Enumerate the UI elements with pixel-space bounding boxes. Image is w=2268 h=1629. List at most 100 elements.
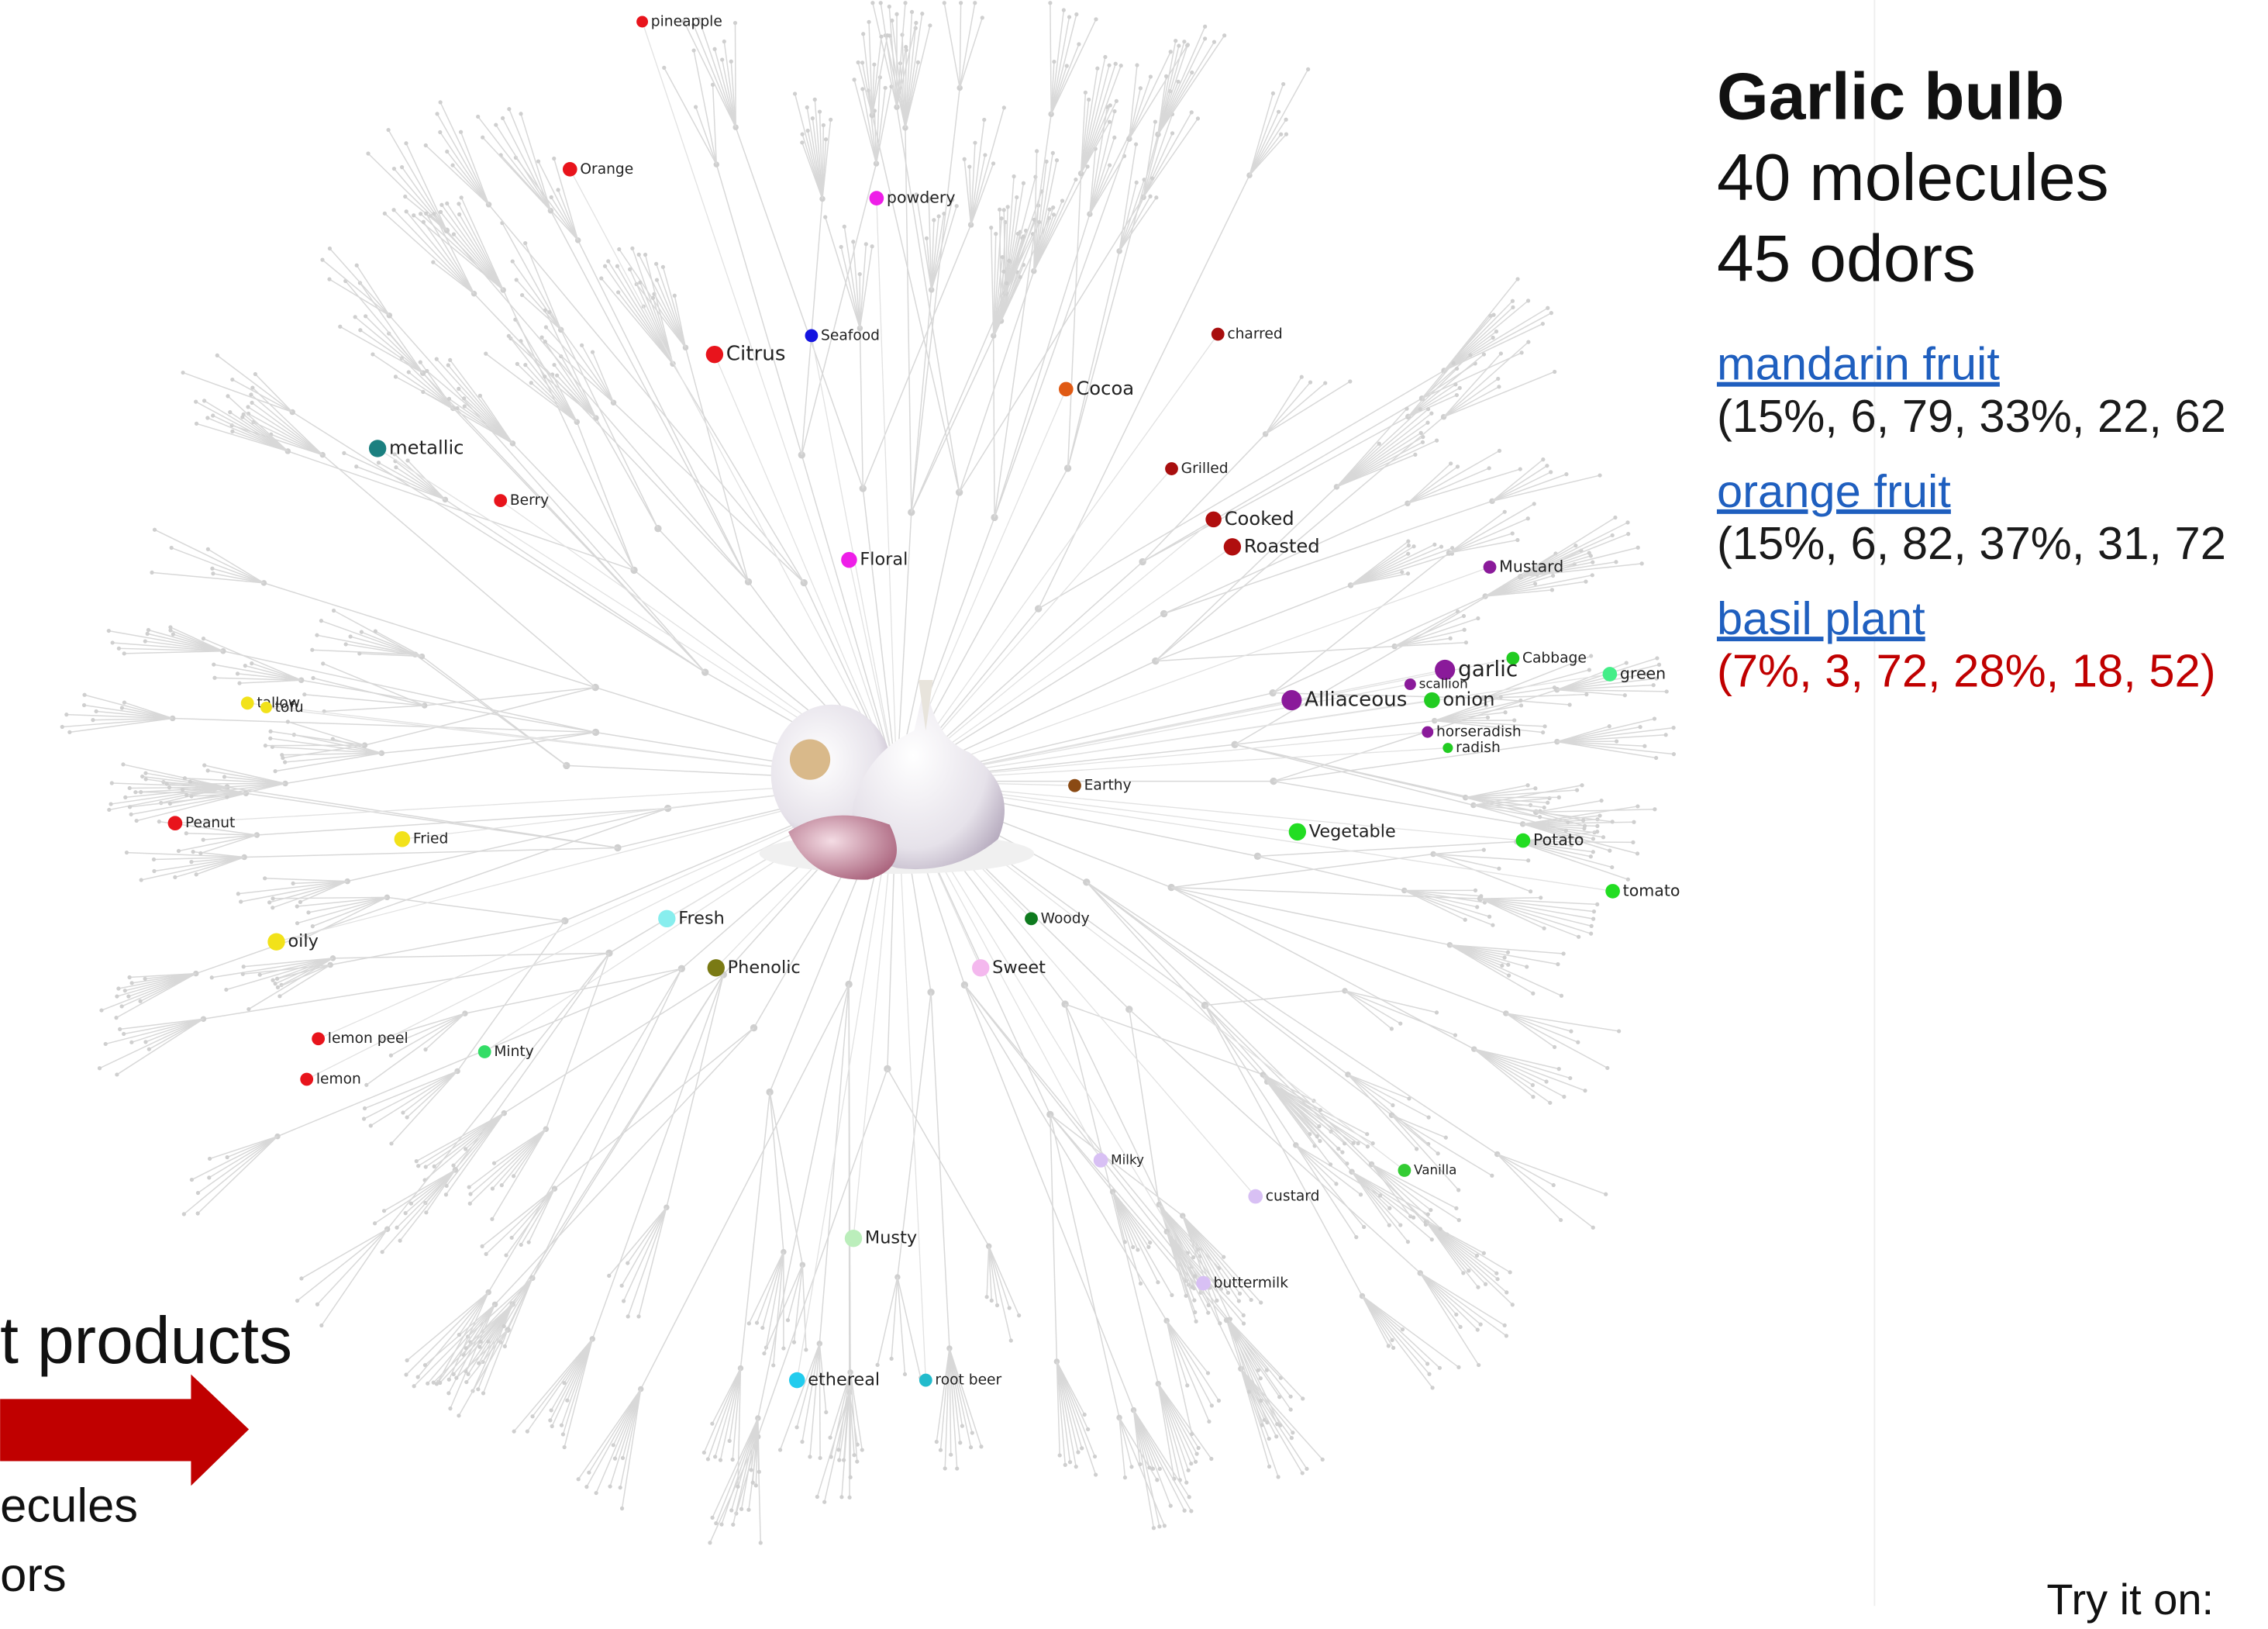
leaf bbox=[1462, 614, 1466, 618]
odor-label: Floral bbox=[860, 550, 908, 570]
branch bbox=[1134, 1410, 1185, 1511]
leaf bbox=[1135, 181, 1139, 185]
branch bbox=[1348, 1075, 1429, 1117]
leaf bbox=[818, 1456, 822, 1460]
leaf bbox=[120, 706, 124, 709]
leaf bbox=[1499, 695, 1503, 699]
leaf bbox=[1158, 1467, 1162, 1471]
leaf bbox=[860, 87, 864, 91]
leaf bbox=[1170, 1293, 1174, 1297]
leaf bbox=[1406, 540, 1410, 544]
leaf bbox=[389, 1141, 393, 1145]
leaf bbox=[1095, 67, 1099, 71]
leaf bbox=[1001, 270, 1005, 274]
odor-node bbox=[805, 329, 819, 342]
branch bbox=[971, 119, 984, 224]
leaf bbox=[1318, 1108, 1322, 1112]
odor-node bbox=[1484, 561, 1497, 574]
leaf bbox=[920, 12, 924, 16]
leaf bbox=[1074, 178, 1077, 181]
branch bbox=[255, 374, 292, 412]
leaf bbox=[706, 1457, 710, 1461]
match-link[interactable]: mandarin fruit bbox=[1717, 338, 2000, 390]
leaf bbox=[504, 1253, 508, 1257]
leaf bbox=[181, 788, 184, 792]
leaf bbox=[319, 619, 323, 623]
leaf bbox=[867, 20, 870, 24]
leaf bbox=[1035, 149, 1039, 153]
leaf bbox=[1411, 544, 1415, 548]
branch bbox=[461, 198, 503, 290]
leaf bbox=[1217, 1399, 1221, 1403]
branch bbox=[183, 373, 292, 412]
leaf bbox=[1103, 55, 1107, 59]
leaf bbox=[1591, 573, 1594, 577]
branch bbox=[1266, 383, 1325, 434]
garlic-image bbox=[760, 680, 1035, 880]
branch bbox=[1350, 544, 1434, 585]
leaf bbox=[995, 1303, 999, 1307]
branch bbox=[1480, 898, 1541, 899]
odor-node bbox=[636, 16, 648, 28]
leaf bbox=[858, 272, 862, 276]
leaf bbox=[1553, 685, 1556, 689]
branch bbox=[1065, 1004, 1241, 1368]
branch bbox=[628, 1207, 667, 1263]
odor-node bbox=[478, 1045, 491, 1058]
leaf bbox=[228, 410, 232, 414]
leaf bbox=[1107, 64, 1111, 67]
leaf bbox=[793, 91, 797, 95]
leaf bbox=[115, 994, 119, 998]
leaf bbox=[943, 1466, 947, 1470]
leaf bbox=[1533, 582, 1537, 585]
leaf bbox=[1406, 571, 1410, 575]
leaf bbox=[1184, 1294, 1188, 1298]
odor-node bbox=[1442, 743, 1453, 753]
leaf bbox=[1439, 1227, 1442, 1230]
leaf bbox=[1047, 208, 1051, 212]
leaf bbox=[1169, 50, 1173, 53]
leaf bbox=[543, 374, 546, 378]
leaf bbox=[1400, 570, 1404, 574]
leaf bbox=[1196, 116, 1200, 120]
odor-node bbox=[1424, 692, 1440, 709]
branch bbox=[561, 1339, 592, 1425]
leaf bbox=[122, 651, 126, 655]
leaf bbox=[274, 769, 277, 773]
match-link[interactable]: orange fruit bbox=[1717, 465, 1951, 517]
leaf bbox=[591, 350, 595, 354]
leaf bbox=[494, 123, 498, 126]
leaf bbox=[847, 1496, 851, 1500]
leaf bbox=[1511, 299, 1515, 303]
leaf bbox=[1526, 340, 1530, 343]
branch bbox=[905, 128, 912, 513]
branch bbox=[248, 407, 322, 455]
leaf bbox=[206, 547, 210, 551]
slide-line: ecules bbox=[0, 1479, 138, 1532]
leaf bbox=[448, 358, 452, 362]
leaf bbox=[363, 1106, 367, 1110]
branch bbox=[1408, 450, 1500, 503]
leaf bbox=[1464, 640, 1468, 644]
leaf bbox=[168, 802, 172, 806]
leaf bbox=[1653, 807, 1656, 811]
branch bbox=[208, 418, 288, 451]
leaf bbox=[1542, 724, 1546, 728]
leaf bbox=[595, 1491, 598, 1495]
branch bbox=[384, 213, 474, 293]
leaf bbox=[481, 1391, 485, 1395]
leaf bbox=[1063, 1463, 1067, 1467]
leaf bbox=[985, 1295, 989, 1299]
odor-node bbox=[300, 1073, 313, 1086]
leaf bbox=[1515, 538, 1519, 542]
match-link[interactable]: basil plant bbox=[1717, 592, 1925, 644]
leaf bbox=[211, 571, 215, 575]
leaf bbox=[1259, 1376, 1263, 1380]
leaf bbox=[276, 985, 280, 989]
leaf bbox=[230, 430, 234, 433]
leaf bbox=[1589, 554, 1593, 557]
leaf bbox=[1185, 1383, 1189, 1387]
leaf bbox=[126, 994, 130, 998]
leaf bbox=[1405, 407, 1408, 411]
leaf bbox=[1595, 903, 1599, 906]
